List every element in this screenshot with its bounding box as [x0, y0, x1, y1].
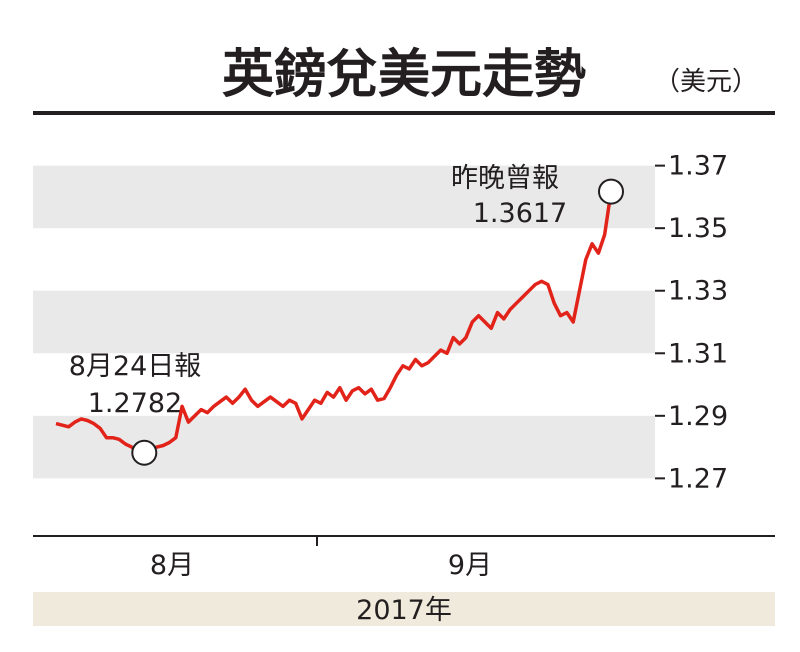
chart-title: 英鎊兌美元走勢 [222, 44, 586, 105]
y-tick-label: 1.27 [668, 463, 728, 494]
marker-layer [131, 178, 624, 466]
grid-bands [33, 165, 655, 479]
y-tick-label: 1.33 [668, 276, 728, 307]
y-tick-label: 1.37 [668, 151, 728, 182]
y-tick-label: 1.31 [668, 338, 728, 369]
x-tick-sep: 9月 [448, 550, 492, 581]
annotation-low-label: 8月24日報 [69, 351, 202, 382]
grid-band [33, 290, 655, 354]
y-tick-label: 1.35 [668, 213, 728, 244]
y-tick-label: 1.29 [668, 401, 728, 432]
annotation-high-value: 1.3617 [473, 198, 567, 229]
unit-label: （美元） [654, 67, 758, 97]
low-point-marker [131, 439, 158, 466]
grid-band [33, 415, 655, 479]
x-tick-aug: 8月 [150, 550, 194, 581]
year-label: 2017年 [356, 595, 452, 626]
high-point-marker [598, 178, 624, 205]
year-band [33, 592, 775, 626]
annotation-low-value: 1.2782 [88, 388, 182, 419]
annotation-high-label: 昨晚曾報 [451, 163, 559, 194]
y-axis: 1.37 1.35 1.33 1.31 1.29 1.27 [655, 151, 728, 494]
grid-band [33, 165, 655, 229]
